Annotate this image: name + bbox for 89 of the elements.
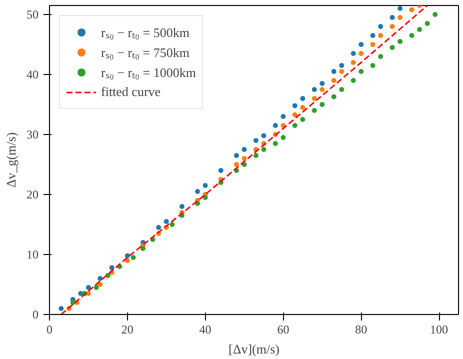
point bbox=[156, 225, 162, 230]
point bbox=[378, 54, 384, 59]
point bbox=[409, 7, 414, 12]
x-tick-label: 40 bbox=[199, 322, 212, 336]
point bbox=[292, 103, 298, 108]
x-tick-label: 0 bbox=[46, 322, 52, 336]
y-tick-label: 40 bbox=[26, 68, 38, 82]
point bbox=[409, 33, 414, 38]
point bbox=[164, 219, 169, 224]
x-tick-label: 60 bbox=[277, 322, 290, 336]
point bbox=[253, 138, 258, 143]
point bbox=[58, 306, 64, 311]
point bbox=[261, 133, 266, 138]
point bbox=[202, 195, 208, 200]
point bbox=[94, 285, 99, 290]
point bbox=[390, 45, 395, 50]
point bbox=[86, 285, 91, 290]
point bbox=[339, 69, 344, 74]
point bbox=[350, 78, 356, 83]
point bbox=[320, 87, 325, 92]
point bbox=[390, 15, 395, 20]
point bbox=[424, 21, 430, 26]
point bbox=[300, 105, 306, 110]
legend-label: fitted curve bbox=[101, 84, 161, 100]
point bbox=[350, 51, 356, 56]
point bbox=[170, 222, 175, 227]
point bbox=[70, 300, 76, 305]
point bbox=[98, 282, 103, 287]
point bbox=[242, 147, 247, 152]
point bbox=[358, 69, 364, 74]
point bbox=[331, 69, 336, 74]
point bbox=[98, 276, 103, 281]
point bbox=[370, 33, 376, 38]
point bbox=[300, 96, 306, 101]
point bbox=[292, 112, 298, 118]
point bbox=[417, 27, 422, 32]
point bbox=[331, 94, 336, 100]
point bbox=[370, 63, 376, 68]
x-tick-label: 100 bbox=[430, 322, 448, 336]
point bbox=[378, 24, 384, 29]
point bbox=[179, 204, 184, 209]
y-axis-title: Δv_g(m/s) bbox=[4, 132, 18, 188]
point bbox=[390, 24, 395, 29]
point bbox=[124, 253, 130, 258]
line-series bbox=[60, 6, 428, 314]
x-tick-label: 20 bbox=[121, 322, 134, 336]
point bbox=[398, 6, 403, 11]
legend-label: rₛ₀ − rₜ₀ = 1000km bbox=[101, 64, 196, 81]
y-tick-label: 10 bbox=[26, 248, 38, 262]
point bbox=[261, 147, 266, 152]
point bbox=[300, 117, 306, 122]
point bbox=[195, 189, 200, 194]
point bbox=[312, 108, 317, 113]
point bbox=[339, 87, 344, 92]
point bbox=[350, 60, 356, 65]
point bbox=[398, 39, 403, 44]
point bbox=[272, 141, 278, 146]
point bbox=[331, 78, 336, 83]
point bbox=[312, 87, 317, 92]
legend-label: rₛ₀ − rₜ₀ = 750km bbox=[101, 44, 190, 61]
x-tick-label: 80 bbox=[355, 322, 368, 336]
point bbox=[358, 51, 364, 56]
point bbox=[242, 156, 247, 161]
point bbox=[339, 63, 344, 68]
point bbox=[358, 42, 364, 47]
point bbox=[130, 255, 136, 260]
point bbox=[432, 12, 438, 17]
point bbox=[253, 153, 258, 158]
y-tick-label: 30 bbox=[26, 128, 38, 142]
point bbox=[320, 102, 325, 107]
point bbox=[320, 81, 325, 86]
y-tick-label: 20 bbox=[26, 188, 38, 202]
point bbox=[272, 123, 278, 128]
legend-label: rₛ₀ − rₜ₀ = 500km bbox=[101, 24, 190, 41]
x-axis-title: [Δv](m/s) bbox=[228, 342, 280, 356]
point bbox=[312, 96, 317, 101]
point bbox=[140, 246, 146, 251]
point bbox=[378, 33, 384, 38]
point bbox=[398, 15, 403, 20]
point bbox=[280, 135, 286, 140]
point bbox=[370, 42, 376, 47]
point bbox=[218, 168, 224, 173]
point bbox=[292, 123, 298, 128]
point bbox=[280, 114, 286, 119]
point bbox=[202, 183, 208, 188]
point bbox=[234, 162, 239, 167]
point bbox=[234, 153, 239, 158]
y-tick-label: 50 bbox=[26, 8, 38, 22]
y-tick-label: 0 bbox=[32, 308, 38, 322]
